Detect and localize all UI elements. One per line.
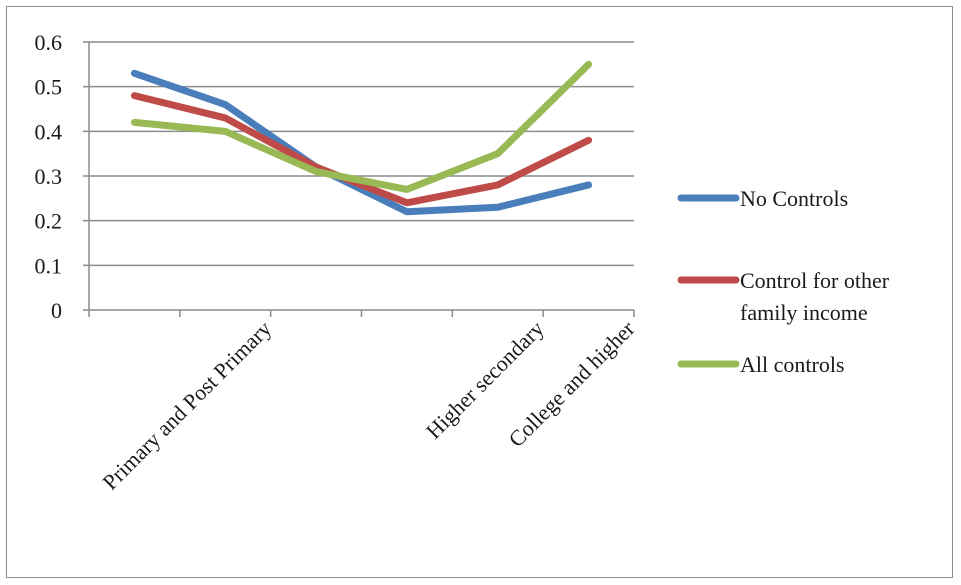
legend: No Controls Control for other family incom… bbox=[677, 186, 890, 377]
x-axis-tick-labels: Primary and Post Primary Higher secondary… bbox=[97, 315, 640, 494]
y-tick-label: 0.5 bbox=[35, 75, 63, 100]
legend-label: Control for other bbox=[740, 268, 890, 293]
series-lines bbox=[130, 60, 593, 216]
legend-label: All controls bbox=[740, 352, 845, 377]
y-tick-label: 0 bbox=[51, 298, 62, 323]
legend-label: No Controls bbox=[740, 186, 848, 211]
y-tick-label: 0.3 bbox=[35, 164, 63, 189]
series-line-1 bbox=[130, 92, 593, 207]
legend-label: family income bbox=[740, 300, 868, 325]
gridlines bbox=[89, 41, 634, 267]
y-axis-tick-labels: 0 0.1 0.2 0.3 0.4 0.5 0.6 bbox=[35, 30, 63, 323]
y-tick-label: 0.4 bbox=[35, 119, 63, 144]
x-axis bbox=[83, 41, 635, 317]
y-tick-label: 0.2 bbox=[35, 209, 63, 234]
y-tick-label: 0.1 bbox=[35, 253, 63, 278]
series-line-0 bbox=[130, 69, 593, 216]
series-line-2 bbox=[130, 60, 593, 193]
x-tick-label: Primary and Post Primary bbox=[97, 316, 276, 495]
y-tick-label: 0.6 bbox=[35, 30, 63, 55]
